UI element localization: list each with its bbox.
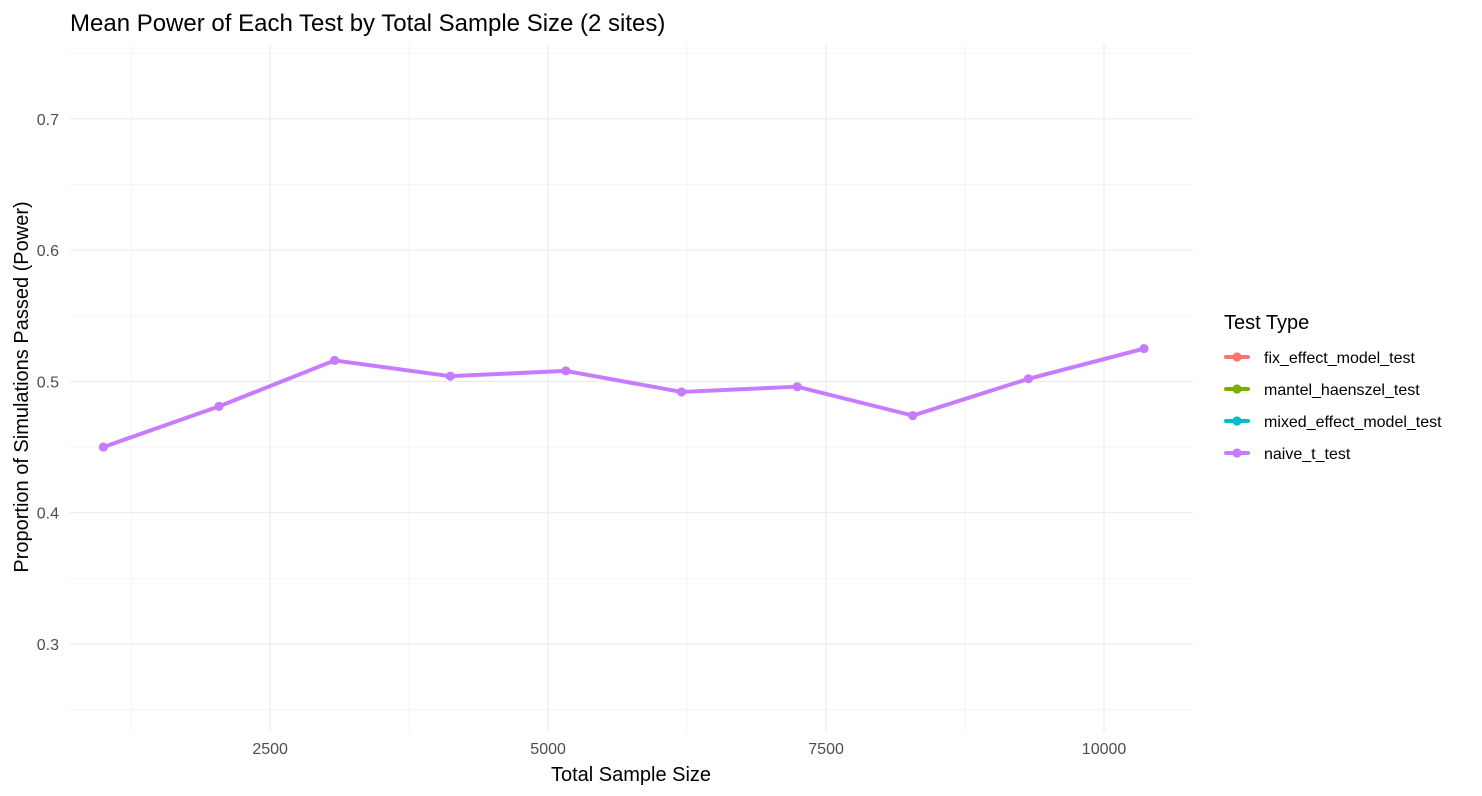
grid (70, 44, 1193, 732)
series-layer (98, 344, 1149, 452)
legend-key-fix_effect_model_test (1224, 352, 1250, 362)
legend-key-naive_t_test (1224, 448, 1250, 458)
x-tick-label: 2500 (252, 741, 288, 758)
x-axis-ticks: 2500 5000 7500 10000 (252, 741, 1126, 758)
data-point (676, 387, 687, 397)
data-point (792, 382, 802, 392)
data-point (908, 410, 918, 421)
data-point (1023, 374, 1034, 384)
legend-label: mixed_effect_model_test (1264, 414, 1442, 431)
legend-title: Test Type (1224, 312, 1309, 334)
y-tick-label: 0.5 (37, 374, 59, 391)
x-axis-label: Total Sample Size (551, 764, 711, 786)
y-tick-label: 0.7 (37, 112, 59, 129)
y-tick-label: 0.4 (37, 506, 59, 523)
legend-label: mantel_haenszel_test (1264, 382, 1420, 399)
data-point (98, 442, 108, 452)
legend-label: naive_t_test (1264, 446, 1351, 463)
x-tick-label: 5000 (530, 741, 566, 758)
y-axis-ticks: 0.3 0.4 0.5 0.6 0.7 (37, 112, 59, 654)
data-point (330, 355, 340, 366)
x-tick-label: 10000 (1082, 741, 1127, 758)
y-tick-label: 0.3 (37, 637, 59, 654)
series-line-naive_t_test (101, 346, 1147, 450)
y-axis-label: Proportion of Simulations Passed (Power) (11, 201, 33, 572)
data-point (1139, 344, 1149, 354)
legend: Test Type fix_effect_model_test mantel_ha… (1224, 312, 1442, 463)
chart-title: Mean Power of Each Test by Total Sample … (70, 10, 665, 37)
legend-key-mantel_haenszel_test (1224, 384, 1250, 394)
data-point (445, 371, 455, 381)
data-point (214, 401, 224, 411)
legend-key-mixed_effect_model_test (1224, 416, 1250, 426)
data-point (561, 366, 571, 376)
x-tick-label: 7500 (808, 741, 844, 758)
y-tick-label: 0.6 (37, 243, 59, 260)
legend-label: fix_effect_model_test (1264, 350, 1415, 367)
